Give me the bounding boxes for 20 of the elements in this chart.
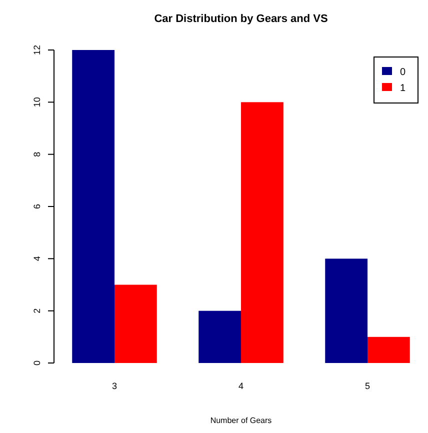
y-tick-label: 2 [32, 308, 42, 314]
bar [241, 102, 284, 363]
legend-label: 1 [400, 83, 406, 94]
bar [114, 284, 157, 363]
legend-label: 0 [400, 67, 406, 78]
bar [325, 258, 368, 363]
y-tick-label: 6 [32, 204, 42, 210]
chart-title: Car Distribution by Gears and VS [154, 13, 328, 25]
bar [368, 336, 410, 363]
y-tick-label: 12 [32, 44, 42, 56]
x-axis-title: Number of Gears [210, 416, 272, 425]
x-tick-label: 5 [364, 381, 370, 391]
y-tick-label: 0 [32, 360, 42, 366]
x-tick-label: 4 [238, 381, 244, 391]
bar [72, 50, 114, 363]
x-tick-label: 3 [112, 381, 118, 391]
y-tick-label: 4 [32, 256, 42, 262]
bar [198, 310, 241, 363]
y-tick-label: 10 [32, 97, 42, 108]
y-tick-label: 8 [32, 152, 42, 157]
